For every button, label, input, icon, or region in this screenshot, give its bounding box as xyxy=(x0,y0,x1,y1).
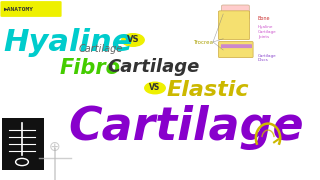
FancyBboxPatch shape xyxy=(219,11,250,40)
FancyBboxPatch shape xyxy=(219,41,253,58)
Circle shape xyxy=(145,82,165,94)
Text: Hyaline
Cartilage
Joints: Hyaline Cartilage Joints xyxy=(258,25,276,39)
FancyBboxPatch shape xyxy=(0,1,61,17)
Text: Hyaline: Hyaline xyxy=(3,28,132,57)
FancyBboxPatch shape xyxy=(221,44,252,48)
Text: Elastic: Elastic xyxy=(167,80,250,100)
Text: Fibro: Fibro xyxy=(60,58,121,78)
Text: Trocrea: Trocrea xyxy=(193,39,213,44)
Text: Cartilage: Cartilage xyxy=(79,44,124,54)
Circle shape xyxy=(122,34,144,46)
Text: Cartilage: Cartilage xyxy=(68,105,304,150)
FancyBboxPatch shape xyxy=(2,118,44,170)
Text: Cartilage: Cartilage xyxy=(107,58,199,76)
Text: VS: VS xyxy=(149,84,161,93)
Text: Cartilage
Discs: Cartilage Discs xyxy=(258,54,276,62)
Text: VS: VS xyxy=(127,35,139,44)
FancyBboxPatch shape xyxy=(221,5,249,19)
Text: ⊕: ⊕ xyxy=(49,140,61,154)
Text: ▶ANATOMY: ▶ANATOMY xyxy=(4,6,34,12)
Text: Bone: Bone xyxy=(258,15,270,21)
